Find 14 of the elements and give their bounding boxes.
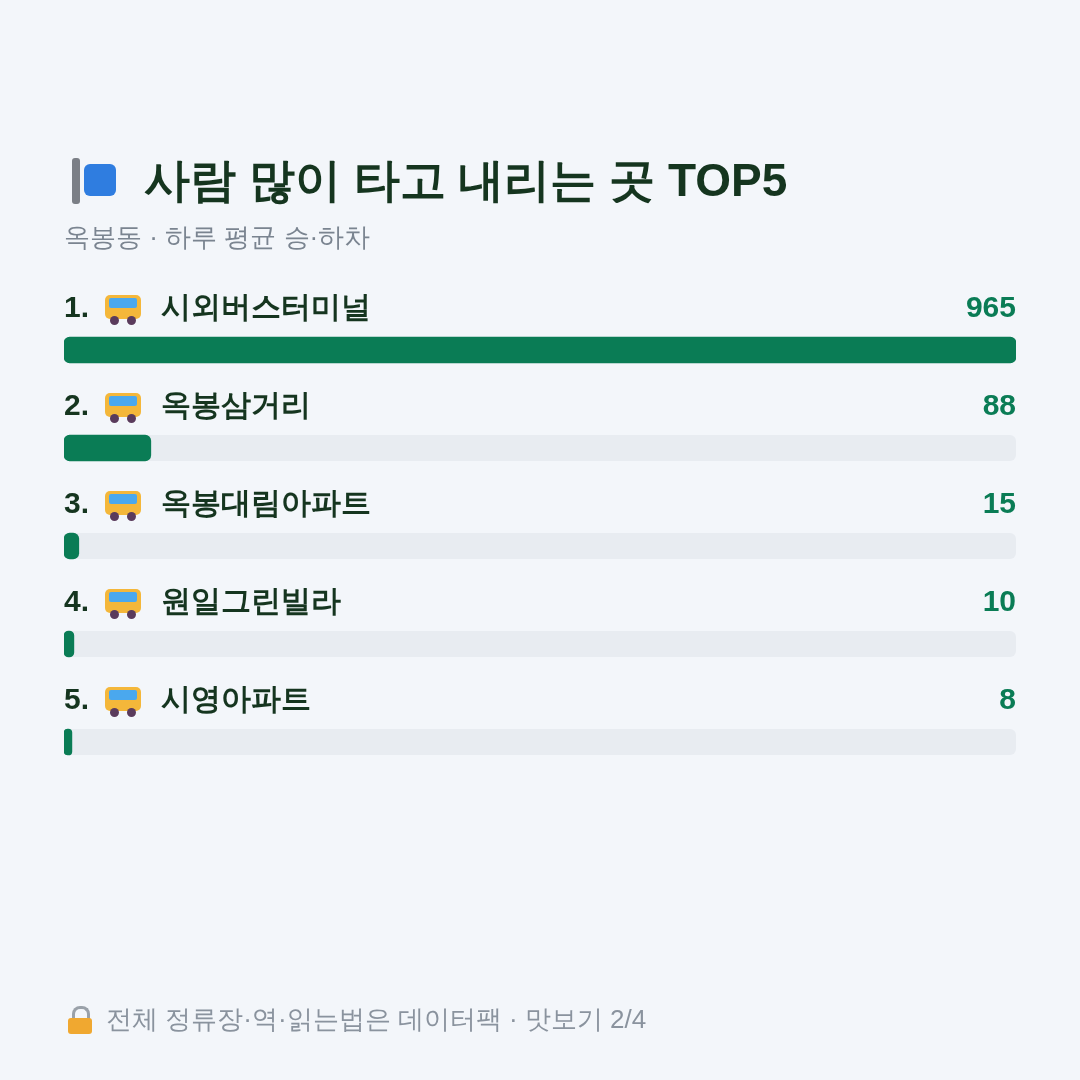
data-label: 8: [999, 682, 1016, 716]
category-label: 4. 원일그린빌라: [64, 584, 342, 618]
category-label: 5. 시영아파트: [64, 682, 312, 716]
chart-subtitle: 옥봉동 · 하루 평균 승·하차: [64, 221, 371, 254]
text: 전체 정류장·역·읽는법은 데이터팩 · 맛보기 2/4: [106, 1003, 647, 1036]
chart-title: 사람 많이 타고 내리는 곳 TOP5: [144, 153, 788, 208]
category-label: 3. 옥봉대림아파트: [64, 486, 372, 520]
data-label: 88: [982, 388, 1016, 422]
data-label: 10: [982, 584, 1016, 618]
bar: [64, 434, 152, 462]
category-label: 1. 시외버스터미널: [64, 290, 372, 324]
data-label: 965: [965, 290, 1016, 324]
category-label: 2. 옥봉삼거리: [64, 388, 312, 422]
data-label: 15: [982, 486, 1016, 520]
